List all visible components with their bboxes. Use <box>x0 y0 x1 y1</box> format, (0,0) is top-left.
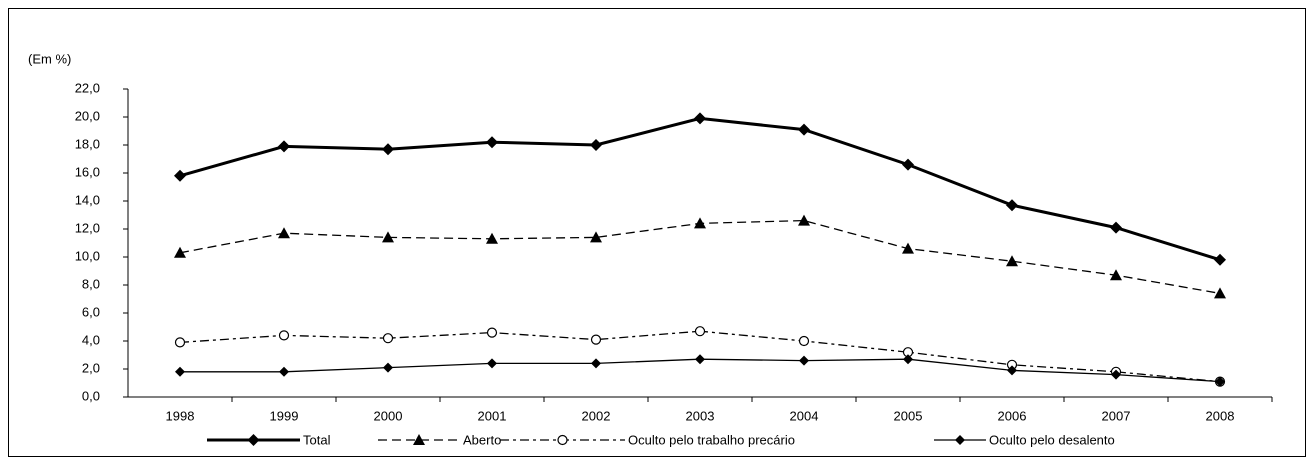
marker <box>902 242 914 254</box>
marker <box>174 169 186 182</box>
legend-marker <box>955 435 965 445</box>
marker <box>902 158 914 171</box>
x-tick-label: 2006 <box>998 408 1027 423</box>
series-line <box>179 219 1221 295</box>
marker <box>694 326 706 337</box>
legend-label: Total <box>303 432 331 447</box>
marker <box>486 327 498 338</box>
legend-marker <box>413 434 425 445</box>
marker <box>383 362 393 373</box>
chart-frame <box>8 8 1306 457</box>
marker <box>798 123 810 136</box>
marker <box>1214 287 1226 299</box>
x-tick-label: 2001 <box>478 408 507 423</box>
marker <box>695 354 705 365</box>
marker <box>175 366 185 377</box>
marker <box>382 231 394 243</box>
y-tick-label: 14,0 <box>75 192 100 207</box>
marker <box>278 227 290 239</box>
x-tick-label: 2005 <box>894 408 923 423</box>
marker <box>694 112 706 125</box>
y-tick-label: 6,0 <box>82 304 100 319</box>
x-tick-label: 2008 <box>1206 408 1235 423</box>
marker <box>903 354 913 365</box>
y-tick-label: 16,0 <box>75 164 100 179</box>
marker <box>382 143 394 156</box>
x-tick-label: 2003 <box>686 408 715 423</box>
marker <box>590 139 602 151</box>
x-tick-label: 1998 <box>166 408 195 423</box>
y-tick-label: 4,0 <box>82 332 100 347</box>
marker <box>174 337 186 348</box>
y-tick-label: 20,0 <box>75 108 100 123</box>
marker <box>798 335 810 347</box>
y-tick-label: 12,0 <box>75 220 100 235</box>
marker <box>590 231 602 243</box>
x-tick-label: 2007 <box>1102 408 1131 423</box>
series-line <box>179 116 1221 262</box>
marker <box>1215 376 1225 387</box>
marker <box>174 246 186 258</box>
legend-label: Aberto <box>463 432 501 447</box>
marker <box>279 366 289 377</box>
marker <box>486 232 498 244</box>
x-tick-label: 2002 <box>582 408 611 423</box>
marker <box>1214 253 1226 266</box>
marker <box>1006 255 1018 267</box>
legend-marker <box>247 434 260 446</box>
marker <box>694 217 706 229</box>
marker <box>1110 269 1122 281</box>
y-tick-label: 22,0 <box>75 80 100 95</box>
legend-label: Oculto pelo desalento <box>989 432 1115 447</box>
marker <box>590 334 602 345</box>
y-axis-label: (Em %) <box>28 51 71 66</box>
marker <box>278 330 290 341</box>
x-tick-label: 1999 <box>270 408 299 423</box>
marker <box>1111 369 1121 380</box>
x-tick-label: 2000 <box>374 408 403 423</box>
marker <box>486 136 498 149</box>
y-tick-label: 18,0 <box>75 136 100 151</box>
legend-marker <box>557 434 568 446</box>
marker <box>382 333 394 344</box>
legend-label: Oculto pelo trabalho precário <box>628 432 795 447</box>
y-tick-label: 0,0 <box>82 388 100 403</box>
marker <box>278 140 290 153</box>
y-tick-label: 2,0 <box>82 360 100 375</box>
marker <box>798 214 810 226</box>
marker <box>1110 221 1122 234</box>
marker <box>591 358 601 369</box>
x-tick-label: 2004 <box>790 408 819 423</box>
y-tick-label: 8,0 <box>82 276 100 291</box>
marker <box>1006 199 1018 212</box>
marker <box>1007 365 1017 376</box>
y-tick-label: 10,0 <box>75 248 100 263</box>
marker <box>487 358 497 369</box>
marker <box>799 355 809 366</box>
